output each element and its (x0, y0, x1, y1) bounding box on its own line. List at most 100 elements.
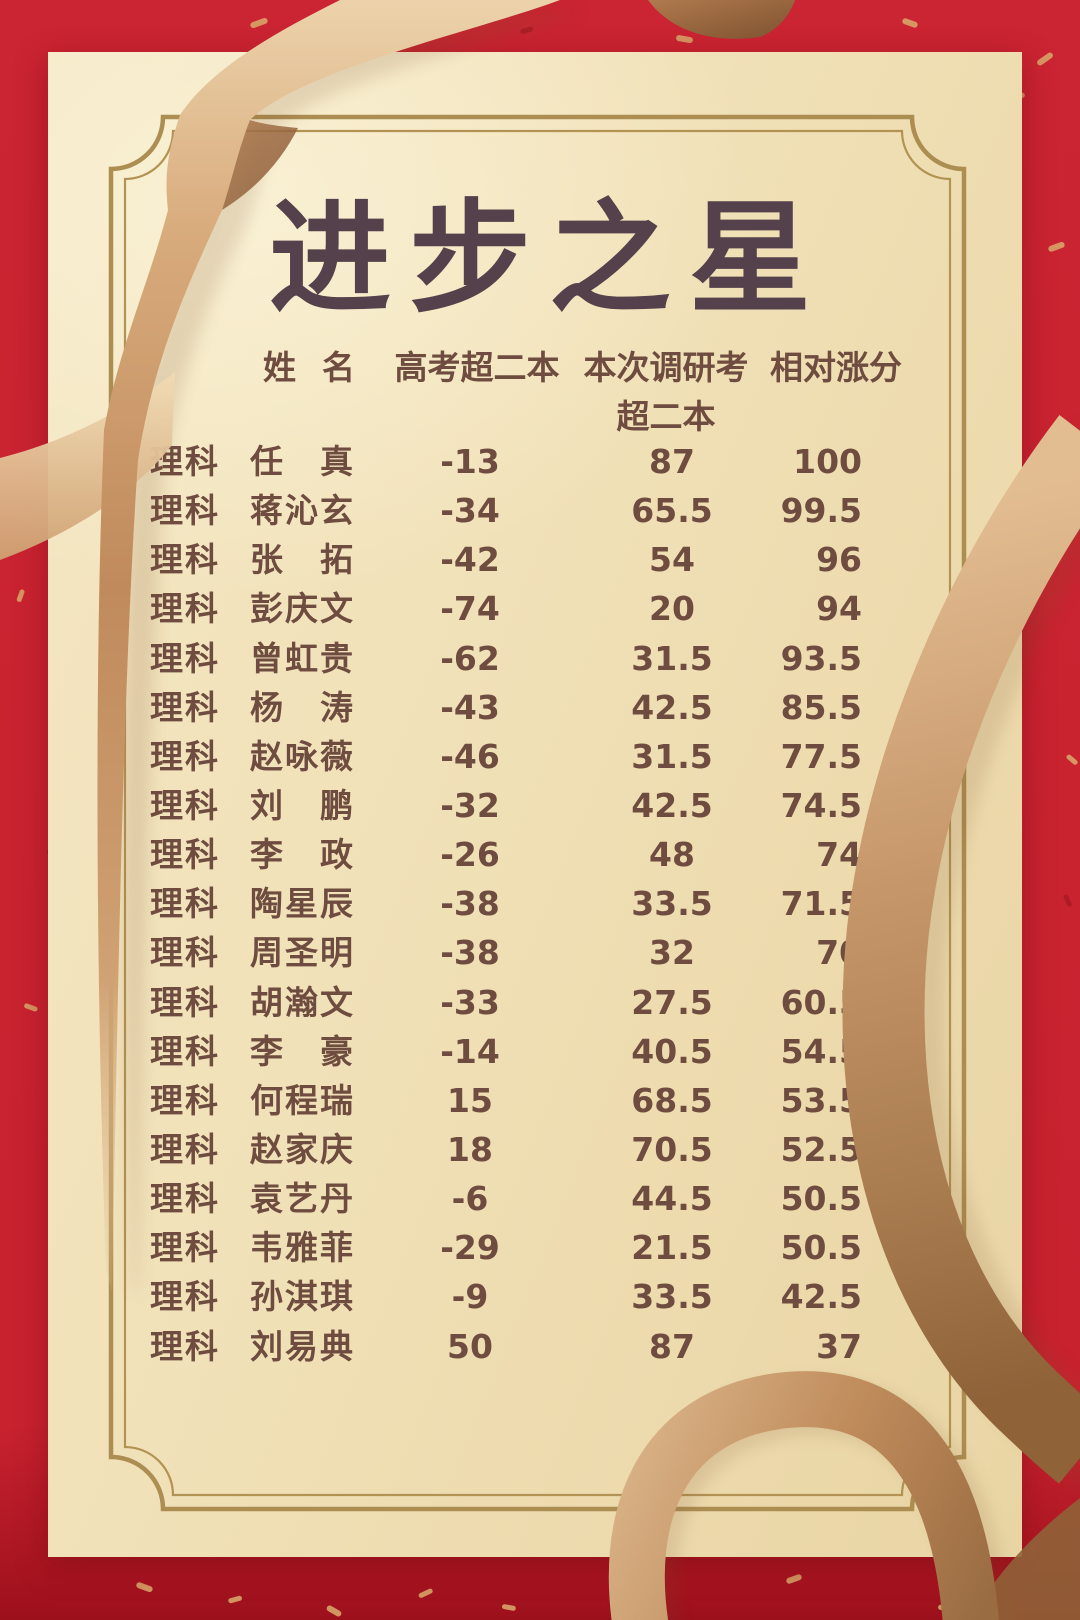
track-cell: 理科 (150, 928, 218, 977)
char: 理 (150, 933, 183, 973)
char: 涛 (320, 687, 353, 727)
char: 辰 (320, 884, 353, 924)
gain-cell: 70 (816, 933, 862, 973)
char: 科 (185, 1179, 218, 1219)
table-row: 理科周圣明 -38 32 70 (0, 928, 1080, 977)
char: 理 (150, 1277, 183, 1317)
char: 科 (185, 638, 218, 678)
char: 理 (150, 1080, 183, 1120)
header-gain: 相对涨分 (770, 348, 902, 387)
gain-cell: 50.5 (780, 1179, 862, 1219)
char: 任 (250, 442, 283, 481)
header-survey-line2: 超二本 (616, 397, 716, 436)
char: 科 (185, 1129, 218, 1169)
table-row: 理科袁艺丹 -6 44.5 50.5 (0, 1174, 1080, 1223)
table-rows: 理科任真 -13 87 100 理科蒋沁玄 -34 65.5 99.5 理科张拓 -42 54 96 理… (0, 437, 1080, 1371)
gaokao-cell: -62 (440, 638, 500, 678)
char: 曾 (250, 638, 283, 678)
char: 孙 (250, 1277, 283, 1317)
char: 程 (285, 1080, 318, 1120)
name-cell: 李政 (250, 830, 353, 879)
name-cell: 赵咏薇 (250, 732, 353, 781)
char: 姓 (263, 348, 296, 387)
char: 易 (285, 1326, 318, 1366)
char: 科 (185, 1031, 218, 1071)
gaokao-cell: -34 (440, 491, 500, 531)
char: 薇 (320, 736, 353, 776)
char: 赵 (250, 736, 283, 776)
char: 蒋 (250, 491, 283, 531)
char: 韦 (250, 1228, 283, 1268)
char: 科 (185, 442, 218, 481)
name-cell: 任真 (250, 437, 353, 486)
char: 理 (150, 1031, 183, 1071)
table-row: 理科刘易典 50 87 37 (0, 1322, 1080, 1371)
gain-cell: 85.5 (780, 687, 862, 727)
track-cell: 理科 (150, 978, 218, 1027)
char: 理 (150, 1129, 183, 1169)
table-row: 理科孙淇琪 -9 33.5 42.5 (0, 1272, 1080, 1321)
char: 科 (185, 1326, 218, 1366)
gain-cell: 77.5 (780, 736, 862, 776)
gaokao-cell: -14 (440, 1031, 500, 1071)
char: 瀚 (285, 982, 318, 1022)
char: 科 (185, 785, 218, 825)
gaokao-cell: -33 (440, 982, 500, 1022)
table-row: 理科曾虹贵 -62 31.5 93.5 (0, 634, 1080, 683)
char: 贵 (320, 638, 353, 678)
gain-cell: 42.5 (780, 1277, 862, 1317)
track-cell: 理科 (150, 437, 218, 486)
char: 周 (250, 933, 283, 973)
table-row: 理科赵咏薇 -46 31.5 77.5 (0, 732, 1080, 781)
gaokao-cell: 50 (447, 1326, 493, 1366)
char: 咏 (285, 736, 318, 776)
char: 科 (185, 1080, 218, 1120)
gaokao-cell: -38 (440, 884, 500, 924)
char: 政 (320, 835, 353, 875)
char: 文 (320, 982, 353, 1022)
char: 陶 (250, 884, 283, 924)
name-cell: 胡瀚文 (250, 978, 353, 1027)
track-cell: 理科 (150, 1272, 218, 1321)
char: 明 (320, 933, 353, 973)
char: 何 (250, 1080, 283, 1120)
gaokao-cell: -26 (440, 835, 500, 875)
table-row: 理科赵家庆 18 70.5 52.5 (0, 1125, 1080, 1174)
name-cell: 彭庆文 (250, 584, 353, 633)
char: 典 (320, 1326, 353, 1366)
name-cell: 杨涛 (250, 683, 353, 732)
gain-cell: 99.5 (780, 491, 862, 531)
gain-cell: 50.5 (780, 1228, 862, 1268)
char: 文 (320, 589, 353, 629)
track-cell: 理科 (150, 1027, 218, 1076)
table-row: 理科何程瑞 15 68.5 53.5 (0, 1076, 1080, 1125)
char: 庆 (285, 589, 318, 629)
char: 张 (250, 540, 283, 580)
char: 理 (150, 1228, 183, 1268)
track-cell: 理科 (150, 1223, 218, 1272)
gain-cell: 93.5 (780, 638, 862, 678)
gaokao-cell: -46 (440, 736, 500, 776)
table-row: 理科杨涛 -43 42.5 85.5 (0, 683, 1080, 732)
track-cell: 理科 (150, 879, 218, 928)
char: 瑞 (320, 1080, 353, 1120)
char: 星 (285, 884, 318, 924)
table-row: 理科彭庆文 -74 20 94 (0, 584, 1080, 633)
char: 理 (150, 540, 183, 580)
track-cell: 理科 (150, 1076, 218, 1125)
name-cell: 刘易典 (250, 1322, 353, 1371)
track-cell: 理科 (150, 584, 218, 633)
char: 庆 (320, 1129, 353, 1169)
track-cell: 理科 (150, 1322, 218, 1371)
name-cell: 赵家庆 (250, 1125, 353, 1174)
char: 科 (185, 589, 218, 629)
name-cell: 张拓 (250, 535, 353, 584)
char: 科 (185, 687, 218, 727)
gain-cell: 53.5 (780, 1080, 862, 1120)
table-row: 理科任真 -13 87 100 (0, 437, 1080, 486)
gain-cell: 96 (816, 540, 862, 580)
char: 雅 (285, 1228, 318, 1268)
char: 圣 (285, 933, 318, 973)
